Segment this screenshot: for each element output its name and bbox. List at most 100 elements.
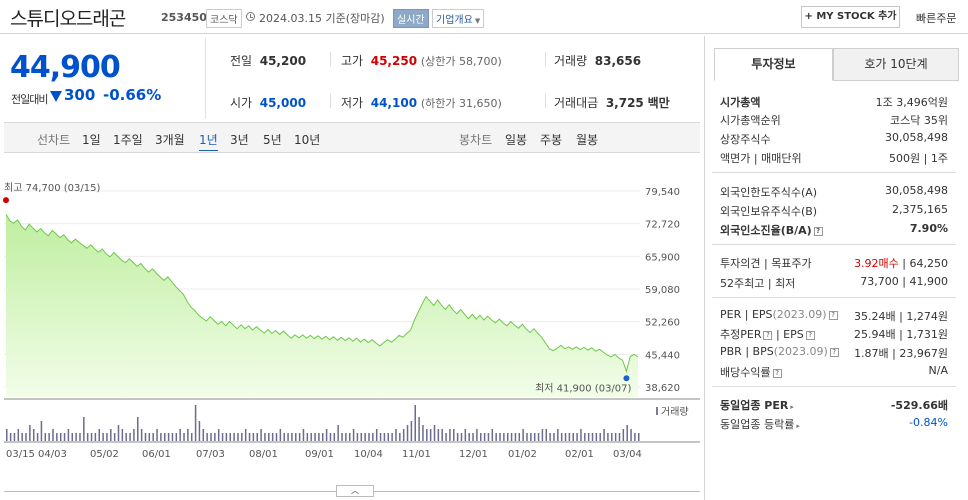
volume-bar [264, 433, 266, 441]
volume-bar [214, 433, 216, 441]
current-price: 44,900 [10, 50, 121, 85]
volume-bar [406, 425, 409, 441]
stat-amount: 거래대금 3,725 백만 [554, 94, 670, 111]
tab-investment-info[interactable]: 투자정보 [714, 48, 833, 81]
row-value: 코스닥 35위 [890, 114, 948, 127]
tab-1week[interactable]: 1주일 [113, 133, 143, 147]
x-tick-label: 04/03 [38, 449, 67, 460]
volume-bar [244, 429, 247, 441]
company-overview-button[interactable]: 기업개요 ▼ [432, 9, 485, 28]
tab-5year[interactable]: 5년 [263, 133, 282, 147]
tab-quote-10[interactable]: 호가 10단계 [833, 48, 959, 81]
quick-order-link[interactable]: 빠른주문 [916, 12, 957, 25]
help-icon[interactable]: ? [828, 311, 838, 320]
chevron-right-icon[interactable]: ▸ [796, 422, 800, 430]
volume-bar [414, 405, 416, 441]
x-tick-label: 07/03 [196, 449, 225, 460]
tab-daily-candle[interactable]: 일봉 [505, 133, 528, 147]
volume-bar [13, 433, 16, 441]
volume-bar [175, 433, 178, 441]
volume-bar [75, 433, 77, 441]
volume-bar [221, 433, 224, 441]
volume-bar [514, 433, 517, 441]
tab-1day[interactable]: 1일 [82, 133, 101, 147]
max-label: 최고 74,700 (03/15) [4, 182, 100, 194]
volume-bar [333, 433, 336, 441]
help-icon[interactable]: ? [813, 227, 823, 236]
volume-legend-icon [656, 407, 658, 415]
volume-bar [584, 433, 586, 441]
volume-bar [322, 433, 324, 441]
volume-bar [352, 429, 355, 441]
x-tick-label: 12/01 [459, 449, 488, 460]
y-tick-label: 72,720 [645, 220, 680, 231]
tab-monthly-candle[interactable]: 월봉 [576, 133, 599, 147]
help-icon[interactable]: ? [763, 331, 773, 340]
volume-bar [611, 433, 613, 441]
chevron-right-icon[interactable]: ▸ [790, 403, 794, 411]
x-tick-label: 06/01 [142, 449, 171, 460]
volume-bar [630, 429, 632, 441]
price-chart[interactable]: 79,540 72,720 65,900 59,080 52,260 45,440 38,6… [0, 153, 704, 485]
tab-1year[interactable]: 1년 [199, 133, 218, 151]
divider [712, 172, 956, 173]
row-label: 52주최고 [720, 277, 765, 290]
collapse-handle[interactable]: ︿ [336, 485, 374, 497]
volume-bar [495, 433, 497, 441]
tab-3year[interactable]: 3년 [230, 133, 249, 147]
volume-bar [557, 429, 559, 441]
price-summary [4, 38, 206, 119]
help-icon[interactable]: ? [772, 369, 782, 378]
add-mystock-button[interactable]: + MY STOCK 추가 [801, 6, 900, 28]
volume-bar [399, 433, 401, 441]
volume-bar [271, 433, 274, 441]
row-value: 1조 3,496억원 [875, 96, 948, 109]
volume-bar [32, 429, 35, 441]
divider [712, 386, 956, 387]
tab-10year[interactable]: 10년 [294, 133, 321, 147]
volume-bar [506, 433, 509, 441]
realtime-button[interactable]: 실시간 [393, 9, 429, 28]
volume-bar [533, 433, 536, 441]
volume-bar [618, 433, 621, 441]
tab-weekly-candle[interactable]: 주봉 [540, 133, 563, 147]
volume-bar [67, 429, 70, 441]
volume-bar [98, 429, 100, 441]
volume-bar [595, 433, 598, 441]
chart-tab-bar [4, 122, 700, 153]
x-tick-label: 05/02 [90, 449, 119, 460]
company-overview-label: 기업개요 [436, 15, 473, 26]
volume-bar [318, 433, 320, 441]
row-label: 시가총액 [720, 96, 761, 109]
volume-bar [433, 425, 436, 441]
volume-bar [295, 433, 297, 441]
divider [545, 94, 546, 108]
stat-unit: 백만 [647, 96, 670, 110]
row-value: 64,250 [909, 257, 949, 270]
volume-bar [179, 429, 181, 441]
volume-bar [325, 429, 328, 441]
volume-bar [464, 429, 467, 441]
volume-bar [337, 425, 339, 441]
min-point [623, 375, 630, 382]
volume-bar [460, 433, 463, 441]
volume-bar [422, 425, 424, 441]
volume-bar [576, 433, 578, 441]
divider [545, 52, 546, 66]
row-label: 동일업종 PER [720, 399, 789, 412]
volume-bar [268, 433, 270, 441]
volume-bar [237, 433, 239, 441]
stat-sub: (하한가 31,650) [420, 97, 502, 110]
chevron-down-icon: ▼ [474, 17, 481, 25]
help-icon[interactable]: ? [829, 348, 839, 357]
volume-bar [44, 433, 47, 441]
volume-bar [537, 433, 540, 441]
row-value: N/A [928, 364, 948, 377]
stat-high: 고가 45,250 (상한가 58,700) [341, 52, 502, 69]
volume-bar [626, 425, 628, 441]
help-icon[interactable]: ? [805, 331, 815, 340]
y-tick-label: 65,900 [645, 252, 680, 263]
tab-3month[interactable]: 3개월 [155, 133, 185, 147]
volume-bar [483, 433, 486, 441]
volume-bar [522, 429, 524, 441]
